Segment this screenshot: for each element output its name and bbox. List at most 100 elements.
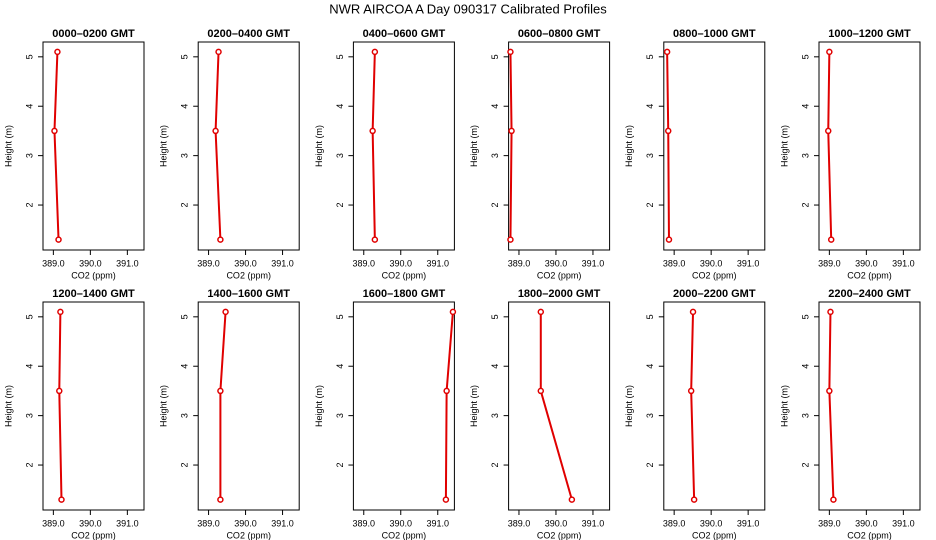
x-tick-label: 389.0 bbox=[508, 258, 531, 268]
y-tick-label: 2 bbox=[645, 463, 655, 468]
profile-line bbox=[219, 311, 227, 500]
plot-frame bbox=[197, 301, 300, 511]
y-tick-label: 2 bbox=[645, 203, 655, 208]
y-tick-label: 2 bbox=[490, 463, 500, 468]
x-tick-label: 389.0 bbox=[352, 258, 375, 268]
profile-line bbox=[53, 51, 60, 240]
x-tick-label: 389.0 bbox=[42, 258, 65, 268]
y-tick-label: 3 bbox=[490, 153, 500, 158]
x-axis-label: CO2 (ppm) bbox=[692, 270, 737, 280]
profile-line bbox=[509, 51, 513, 240]
data-point bbox=[215, 48, 222, 56]
y-tick-label: 4 bbox=[180, 104, 190, 109]
y-tick-label: 5 bbox=[24, 54, 34, 59]
x-tick-label: 391.0 bbox=[892, 518, 915, 528]
data-point bbox=[217, 236, 224, 243]
x-axis-label: CO2 (ppm) bbox=[71, 530, 116, 540]
x-axis-label: CO2 (ppm) bbox=[71, 270, 116, 280]
profile-line bbox=[214, 51, 222, 240]
y-tick-label: 5 bbox=[645, 54, 655, 59]
profile-line bbox=[539, 311, 573, 500]
profile-line bbox=[58, 311, 63, 500]
profile-line bbox=[828, 311, 835, 500]
y-tick-label: 2 bbox=[800, 463, 810, 468]
x-tick-label: 391.0 bbox=[116, 518, 139, 528]
data-point bbox=[222, 308, 229, 316]
plot-frame bbox=[197, 41, 300, 251]
chart-title: NWR AIRCOA A Day 090317 Calibrated Profi… bbox=[329, 1, 607, 16]
profile-line bbox=[666, 51, 670, 240]
plot-frame bbox=[663, 301, 766, 511]
x-tick-label: 390.0 bbox=[234, 258, 257, 268]
y-tick-label: 3 bbox=[180, 413, 190, 418]
y-tick-label: 2 bbox=[490, 203, 500, 208]
y-tick-label: 3 bbox=[645, 153, 655, 158]
x-tick-label: 391.0 bbox=[426, 518, 449, 528]
profile-line bbox=[371, 51, 376, 240]
y-tick-label: 4 bbox=[490, 104, 500, 109]
y-tick-label: 2 bbox=[335, 463, 345, 468]
x-tick-label: 389.0 bbox=[197, 258, 220, 268]
y-tick-label: 5 bbox=[800, 54, 810, 59]
x-tick-label: 391.0 bbox=[271, 258, 294, 268]
y-tick-label: 2 bbox=[800, 203, 810, 208]
panel-title: 0000–0200 GMT bbox=[52, 28, 135, 40]
x-tick-label: 391.0 bbox=[737, 518, 760, 528]
y-tick-label: 5 bbox=[180, 54, 190, 59]
data-point bbox=[442, 496, 450, 503]
panel-title: 1800–2000 GMT bbox=[518, 288, 601, 300]
data-point bbox=[689, 308, 697, 316]
data-point bbox=[687, 387, 695, 395]
y-tick-label: 3 bbox=[490, 413, 500, 418]
data-point bbox=[827, 236, 835, 243]
y-axis-label: Height (m) bbox=[3, 385, 13, 427]
data-point bbox=[827, 308, 834, 316]
panel-title: 1000–1200 GMT bbox=[828, 28, 911, 40]
y-tick-label: 4 bbox=[24, 364, 34, 369]
panel-title: 0600–0800 GMT bbox=[518, 28, 601, 40]
y-tick-label: 3 bbox=[24, 413, 34, 418]
plot-frame bbox=[663, 41, 766, 251]
data-point bbox=[51, 127, 58, 135]
x-tick-label: 391.0 bbox=[582, 258, 605, 268]
data-point bbox=[826, 48, 833, 56]
y-tick-label: 3 bbox=[335, 153, 345, 158]
x-tick-label: 391.0 bbox=[892, 258, 915, 268]
y-tick-label: 5 bbox=[490, 314, 500, 319]
data-point bbox=[57, 308, 64, 316]
x-tick-label: 390.0 bbox=[855, 258, 878, 268]
data-point bbox=[665, 236, 673, 243]
y-tick-label: 3 bbox=[645, 413, 655, 418]
data-point bbox=[537, 308, 545, 316]
y-axis-label: Height (m) bbox=[314, 125, 324, 167]
plot-frame bbox=[352, 41, 455, 251]
x-tick-label: 390.0 bbox=[700, 518, 723, 528]
data-point bbox=[690, 496, 698, 503]
data-point bbox=[212, 127, 219, 135]
panel-title: 1200–1400 GMT bbox=[52, 288, 135, 300]
y-axis-label: Height (m) bbox=[159, 385, 169, 427]
x-axis-label: CO2 (ppm) bbox=[537, 270, 582, 280]
y-axis-label: Height (m) bbox=[469, 125, 479, 167]
x-tick-label: 389.0 bbox=[818, 258, 841, 268]
data-point bbox=[55, 236, 62, 243]
data-point bbox=[371, 48, 379, 56]
plot-frame bbox=[508, 41, 611, 251]
x-tick-label: 389.0 bbox=[663, 518, 686, 528]
x-axis-label: CO2 (ppm) bbox=[847, 530, 892, 540]
y-axis-label: Height (m) bbox=[314, 385, 324, 427]
y-tick-label: 2 bbox=[180, 203, 190, 208]
data-point bbox=[507, 236, 514, 243]
y-tick-label: 2 bbox=[24, 463, 34, 468]
x-tick-label: 390.0 bbox=[545, 518, 568, 528]
y-axis-label: Height (m) bbox=[779, 385, 789, 427]
y-tick-label: 3 bbox=[800, 413, 810, 418]
data-point bbox=[824, 127, 832, 135]
data-point bbox=[568, 496, 576, 503]
data-point bbox=[449, 308, 457, 316]
y-tick-label: 4 bbox=[335, 364, 345, 369]
panel-title: 0400–0600 GMT bbox=[363, 28, 446, 40]
x-tick-label: 389.0 bbox=[352, 518, 375, 528]
plot-frame bbox=[42, 301, 145, 511]
